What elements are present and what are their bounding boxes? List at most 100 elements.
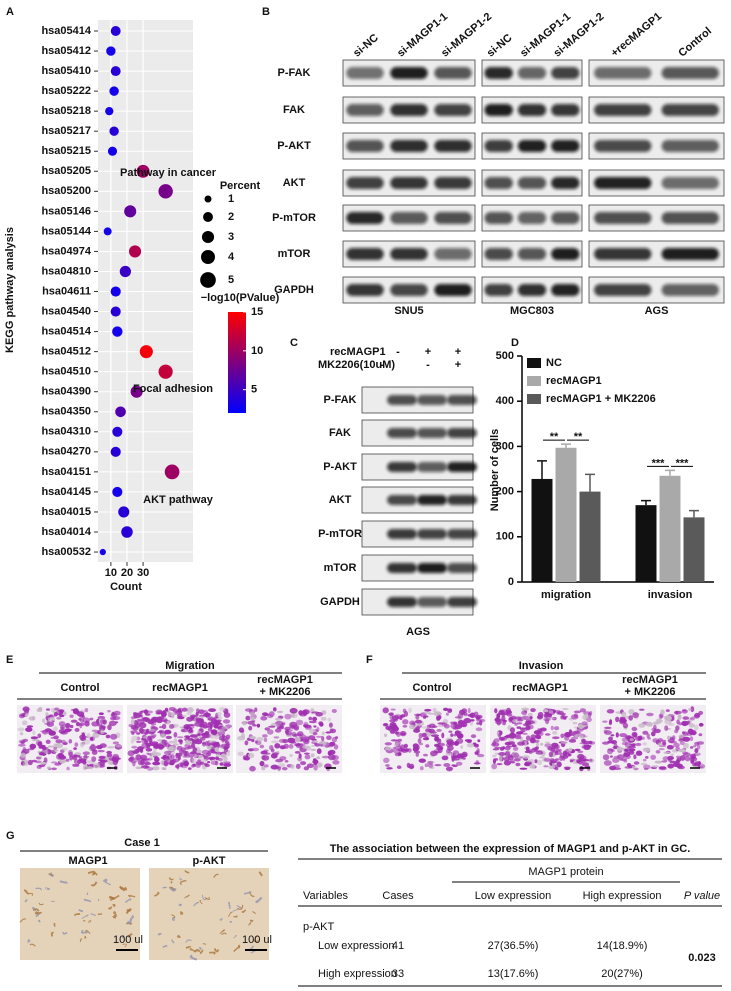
cell [44, 722, 51, 725]
cell [560, 741, 568, 744]
cell [522, 754, 530, 760]
blot-band [594, 104, 652, 116]
ihc-strand [199, 900, 203, 905]
cell [23, 709, 30, 714]
y-tick-label: hsa05146 [41, 205, 91, 217]
cell [673, 742, 680, 748]
bubble [110, 286, 121, 297]
cell [284, 760, 289, 763]
cell [82, 717, 90, 723]
cell [133, 757, 139, 763]
cell [26, 728, 32, 732]
cell [207, 761, 211, 764]
ihc-strand [209, 951, 216, 955]
ihc-strand [199, 949, 204, 955]
cell [514, 733, 522, 737]
cell [613, 767, 622, 770]
cell [73, 747, 77, 750]
blot-band [447, 462, 477, 472]
cell [316, 726, 320, 732]
cell [100, 719, 105, 724]
cell [690, 755, 696, 760]
blot-band [447, 563, 477, 573]
cell [244, 740, 249, 746]
cell [602, 720, 608, 723]
bar [579, 491, 601, 582]
cell [498, 710, 506, 716]
cell [521, 715, 530, 720]
bubble [124, 205, 137, 218]
cell [626, 735, 632, 739]
cell [658, 767, 667, 771]
cell [247, 752, 255, 759]
blot-band [517, 67, 547, 79]
ihc-strand [204, 896, 210, 900]
bar [555, 447, 577, 582]
cell [402, 725, 408, 728]
blot-band [447, 597, 477, 607]
cell [295, 763, 301, 769]
cell [283, 743, 289, 749]
bubble [110, 306, 121, 317]
y-tick-label: hsa05222 [41, 85, 91, 97]
cell [445, 712, 449, 716]
cell [74, 742, 79, 747]
bubble [118, 506, 130, 518]
cell [195, 711, 199, 717]
blot-band [661, 248, 719, 260]
cell [97, 730, 102, 735]
cell [168, 707, 176, 711]
treatment-sign: - [380, 359, 384, 371]
ihc-strand [62, 931, 68, 935]
ihc-strand [162, 944, 168, 948]
cell [165, 735, 172, 740]
cell [115, 744, 123, 748]
cell [43, 757, 48, 764]
cell [304, 754, 311, 760]
cell [650, 754, 657, 760]
cell [633, 754, 637, 760]
cell [507, 755, 514, 761]
cell [32, 738, 40, 742]
treatment-sign: + [455, 346, 461, 358]
cell [672, 735, 676, 741]
cell [407, 748, 412, 753]
ihc-strand [131, 914, 134, 919]
cell [159, 726, 163, 729]
blot-band [390, 248, 428, 260]
y-axis-label: Number of cells [489, 429, 501, 512]
cell [284, 713, 292, 720]
cell [186, 707, 194, 713]
cell [277, 710, 283, 714]
cell [627, 746, 632, 750]
panel-label: B [262, 6, 270, 18]
cell [610, 749, 615, 752]
blot-row-label: P-FAK [278, 67, 311, 79]
cell [177, 708, 182, 713]
cell [615, 716, 620, 723]
cell [161, 723, 167, 730]
error-bar [561, 443, 571, 448]
cell [646, 712, 654, 717]
cell [110, 712, 118, 718]
cell [259, 744, 265, 749]
cell [678, 748, 686, 753]
legend-swatch [527, 358, 541, 368]
cell [525, 720, 530, 724]
ihc-strand [173, 918, 176, 921]
cell [450, 733, 454, 737]
cell [106, 753, 113, 758]
cell [513, 758, 521, 762]
ihc-strand [121, 935, 125, 939]
blot-band [390, 104, 428, 116]
ihc-strand [126, 922, 132, 926]
ihc-strand [171, 939, 175, 944]
x-tick-label: invasion [648, 589, 693, 601]
cell [639, 708, 645, 711]
cell [208, 756, 217, 761]
cell [249, 716, 256, 721]
cell [414, 713, 422, 716]
cell [37, 741, 43, 747]
ihc-strand [176, 934, 181, 939]
cell [267, 729, 274, 735]
